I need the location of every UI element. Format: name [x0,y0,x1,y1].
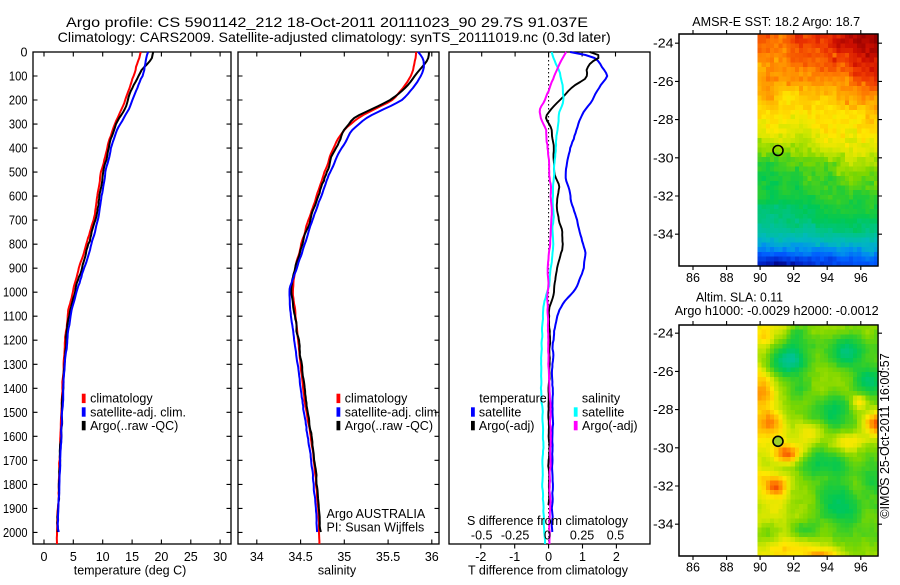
svg-text:AMSR-E SST: 18.2 Argo: 18.7: AMSR-E SST: 18.2 Argo: 18.7 [692,14,860,29]
svg-text:0: 0 [21,46,28,60]
svg-text:satellite: satellite [582,405,624,419]
svg-text:satellite-adj. clim.: satellite-adj. clim. [345,405,441,419]
svg-text:temperature (deg C): temperature (deg C) [74,564,187,578]
svg-text:88: 88 [720,271,734,285]
svg-text:PI: Susan Wijffels: PI: Susan Wijffels [327,521,425,535]
svg-text:100: 100 [9,70,28,84]
svg-text:92: 92 [787,561,801,575]
svg-text:-24: -24 [653,327,674,341]
svg-text:T difference from climatology: T difference from climatology [468,564,629,578]
svg-text:88: 88 [720,561,734,575]
svg-text:-26: -26 [653,75,674,89]
svg-text:-28: -28 [653,113,674,127]
svg-text:90: 90 [753,561,767,575]
svg-text:temperature: temperature [479,392,546,406]
svg-text:34: 34 [250,550,264,564]
svg-text:90: 90 [753,271,767,285]
svg-text:Altim. SLA: 0.11: Altim. SLA: 0.11 [696,289,783,304]
svg-text:-2: -2 [475,550,486,564]
svg-text:-0.25: -0.25 [501,529,530,543]
svg-text:-1: -1 [509,550,520,564]
svg-text:96: 96 [854,271,868,285]
svg-text:5: 5 [70,550,77,564]
svg-text:200: 200 [9,94,28,108]
svg-text:94: 94 [820,561,834,575]
svg-text:©IMOS 25-Oct-2011 16:00:57: ©IMOS 25-Oct-2011 16:00:57 [878,353,892,518]
svg-text:satellite-adj. clim.: satellite-adj. clim. [90,405,186,419]
svg-text:36: 36 [425,550,439,564]
svg-text:20: 20 [154,550,168,564]
svg-text:92: 92 [787,271,801,285]
svg-text:1200: 1200 [3,334,28,348]
svg-text:2000: 2000 [3,526,28,540]
svg-text:-30: -30 [653,441,674,455]
svg-text:Argo(-adj): Argo(-adj) [479,419,535,433]
svg-text:1400: 1400 [3,382,28,396]
svg-text:-26: -26 [653,365,674,379]
svg-text:salinity: salinity [582,392,621,406]
svg-text:climatology: climatology [345,392,408,406]
svg-text:satellite: satellite [479,405,521,419]
svg-text:15: 15 [125,550,139,564]
svg-text:1800: 1800 [3,478,28,492]
svg-text:-28: -28 [653,403,674,417]
svg-text:1600: 1600 [3,430,28,444]
svg-text:1300: 1300 [3,358,28,372]
svg-text:Argo profile: CS 5901142_212 1: Argo profile: CS 5901142_212 18-Oct-2011… [66,14,588,30]
svg-text:climatology: climatology [90,392,153,406]
svg-text:-30: -30 [653,151,674,165]
svg-text:800: 800 [9,238,28,252]
svg-text:25: 25 [184,550,198,564]
svg-text:S difference from climatology: S difference from climatology [467,514,629,528]
svg-text:Argo AUSTRALIA: Argo AUSTRALIA [327,507,426,521]
svg-text:Argo h1000: -0.0029 h2000: -0.: Argo h1000: -0.0029 h2000: -0.0012 [675,303,879,318]
svg-text:-32: -32 [653,190,674,204]
svg-text:700: 700 [9,214,28,228]
svg-text:1100: 1100 [3,310,28,324]
svg-text:-34: -34 [653,228,674,242]
svg-text:300: 300 [9,118,28,132]
svg-text:1900: 1900 [3,502,28,516]
svg-text:35.5: 35.5 [376,550,400,564]
svg-text:0: 0 [544,529,551,543]
svg-text:96: 96 [854,561,868,575]
svg-text:1: 1 [579,550,586,564]
svg-text:1500: 1500 [3,406,28,420]
svg-text:86: 86 [686,561,700,575]
svg-text:34.5: 34.5 [288,550,312,564]
svg-text:94: 94 [820,271,834,285]
svg-text:Argo(-adj): Argo(-adj) [582,419,638,433]
svg-text:10: 10 [96,550,110,564]
svg-text:0: 0 [545,550,552,564]
svg-text:Argo(..raw -QC): Argo(..raw -QC) [345,419,433,433]
svg-text:Argo(..raw -QC): Argo(..raw -QC) [90,419,178,433]
svg-text:1700: 1700 [3,454,28,468]
svg-text:-34: -34 [653,518,674,532]
svg-text:35: 35 [337,550,351,564]
svg-text:1000: 1000 [3,286,28,300]
svg-text:900: 900 [9,262,28,276]
svg-text:0: 0 [41,550,48,564]
svg-text:400: 400 [9,142,28,156]
svg-text:salinity: salinity [318,564,357,578]
svg-text:500: 500 [9,166,28,180]
svg-text:-0.5: -0.5 [471,529,493,543]
svg-text:600: 600 [9,190,28,204]
svg-text:2: 2 [613,550,620,564]
svg-text:0.5: 0.5 [607,529,624,543]
svg-text:Climatology: CARS2009. Satelli: Climatology: CARS2009. Satellite-adjuste… [58,29,611,45]
svg-text:30: 30 [213,550,227,564]
svg-text:86: 86 [686,271,700,285]
svg-text:0.25: 0.25 [570,529,594,543]
svg-text:-32: -32 [653,480,674,494]
svg-text:-24: -24 [653,37,674,51]
